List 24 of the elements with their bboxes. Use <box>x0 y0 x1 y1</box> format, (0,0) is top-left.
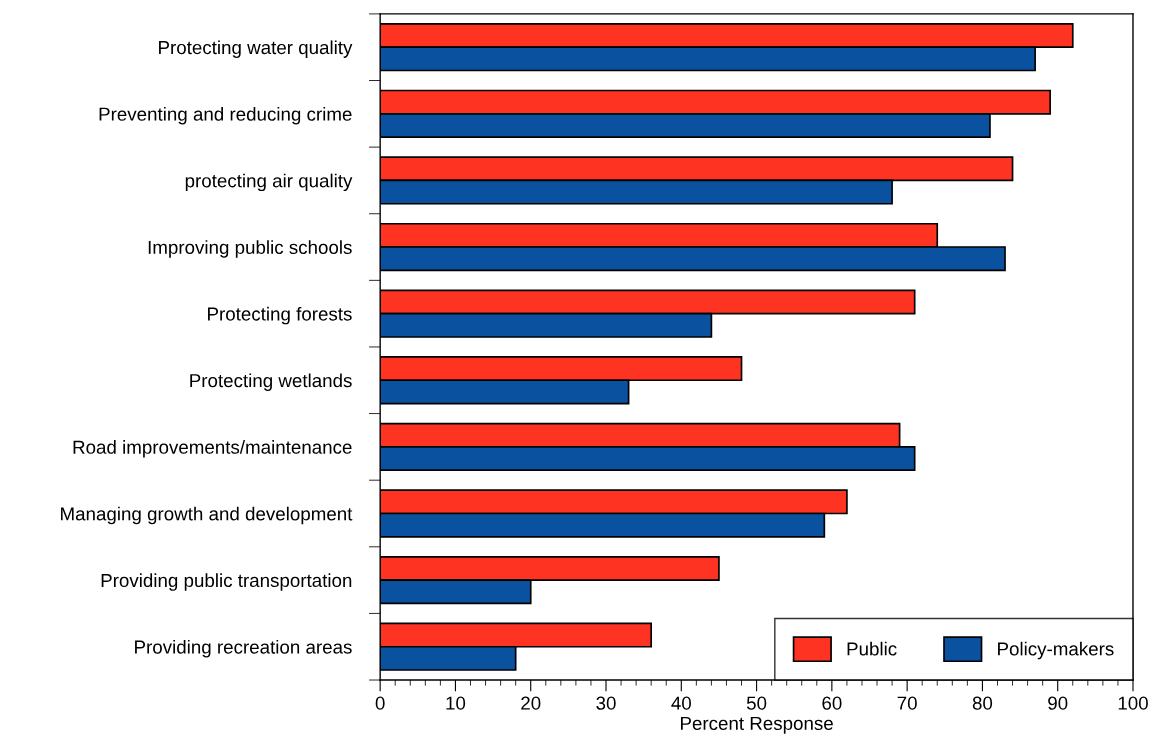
x-tick-label: 100 <box>1118 696 1148 710</box>
legend-label: Public <box>847 641 897 656</box>
x-tick-label: 30 <box>596 696 616 710</box>
x-tick-label: 90 <box>1048 696 1068 710</box>
x-tick-label: 20 <box>521 696 541 710</box>
x-tick-label: 50 <box>746 696 767 710</box>
y-tick-label: Managing growth and development <box>61 506 353 525</box>
y-tick-label: Providing public transportation <box>101 573 352 591</box>
y-tick-label: Protecting forests <box>208 306 352 325</box>
y-tick-label: Providing recreation areas <box>135 639 352 658</box>
y-tick-label: Protecting wetlands <box>190 373 352 391</box>
x-tick-label: 80 <box>972 696 993 710</box>
legend-label: Policy-makers <box>998 641 1114 660</box>
y-tick-label: Preventing and reducing crime <box>99 107 352 125</box>
x-axis-title: Percent Response <box>680 716 833 734</box>
x-tick-label: 40 <box>671 696 691 710</box>
y-tick-label: protecting air quality <box>185 173 353 192</box>
x-tick-label: 70 <box>897 696 917 710</box>
x-tick-label: 10 <box>446 696 466 710</box>
x-tick-label: 0 <box>375 696 385 710</box>
y-tick-label: Improving public schools <box>148 240 352 258</box>
y-tick-label: Protecting water quality <box>159 40 353 58</box>
y-tick-label: Road improvements/maintenance <box>73 440 352 458</box>
x-tick-label: 60 <box>822 696 842 710</box>
